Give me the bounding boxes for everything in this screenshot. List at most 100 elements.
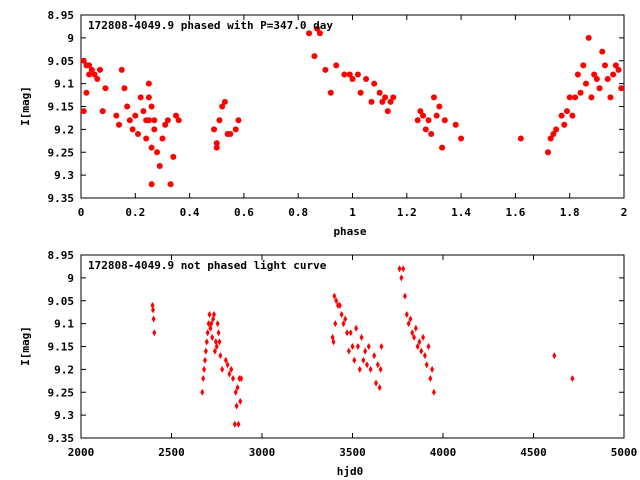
x-tick-label: 2000: [68, 446, 95, 459]
data-point: [419, 347, 424, 355]
y-tick-label: 9.3: [54, 169, 74, 182]
data-point: [327, 89, 334, 96]
data-point: [343, 315, 348, 323]
data-point: [232, 420, 237, 428]
data-point: [348, 329, 353, 337]
data-point: [137, 94, 144, 101]
data-point: [238, 397, 243, 405]
data-point: [148, 144, 155, 151]
data-point: [121, 85, 128, 92]
data-point: [132, 112, 139, 119]
data-point: [402, 292, 407, 300]
data-point: [563, 108, 570, 115]
data-point: [379, 343, 384, 350]
data-point: [145, 117, 152, 124]
y-tick-label: 9.05: [48, 295, 75, 308]
data-point: [221, 98, 228, 105]
data-point: [377, 384, 382, 392]
data-point: [99, 108, 106, 115]
x-tick-label: 3500: [339, 446, 366, 459]
data-point: [355, 343, 360, 350]
data-point: [345, 329, 350, 337]
phased-panel: 8.95 9 9.05 9.1 9.15 9.2 9.25 9.3 9.35 0 0.2 0.4 0.…: [19, 9, 627, 238]
data-point: [585, 34, 592, 41]
data-point: [593, 76, 600, 83]
x-tick-label: 2: [621, 206, 628, 219]
data-point: [376, 89, 383, 96]
data-point: [145, 94, 152, 101]
data-point: [599, 48, 606, 55]
data-point: [207, 310, 212, 318]
data-point: [596, 85, 603, 92]
data-point: [232, 126, 239, 133]
data-point: [421, 333, 426, 341]
data-point: [239, 375, 244, 383]
data-point: [91, 71, 98, 78]
data-point: [384, 108, 391, 115]
y-tick-label: 9.2: [54, 123, 74, 136]
data-point: [368, 365, 373, 373]
data-point: [209, 320, 214, 328]
data-point: [156, 162, 163, 169]
data-point: [214, 343, 219, 350]
data-point: [591, 71, 598, 78]
data-point: [412, 333, 417, 341]
y-tick-label: 9.35: [48, 192, 75, 205]
data-point: [375, 361, 380, 369]
data-point: [569, 112, 576, 119]
data-point: [561, 121, 568, 128]
data-point: [311, 53, 318, 60]
data-point: [425, 117, 432, 124]
unphased-x-ticks: 2000 2500 3000 3500 4000 4500 5000: [68, 255, 638, 459]
data-point: [544, 149, 551, 156]
data-point: [306, 30, 313, 37]
data-point: [368, 98, 375, 105]
data-point: [201, 375, 206, 383]
data-point: [452, 121, 459, 128]
y-tick-label: 9.25: [48, 146, 75, 159]
data-point: [618, 85, 625, 92]
data-point: [231, 375, 236, 383]
data-point: [314, 25, 321, 32]
data-point: [390, 94, 397, 101]
data-point: [200, 388, 205, 396]
data-point: [331, 338, 336, 346]
data-point: [175, 117, 182, 124]
x-tick-label: 5000: [611, 446, 638, 459]
data-point: [363, 76, 370, 83]
data-point: [202, 365, 207, 373]
data-point: [170, 153, 177, 160]
y-tick-label: 9: [67, 32, 74, 45]
data-point: [220, 365, 225, 373]
data-point: [420, 112, 427, 119]
x-tick-label: 0.8: [288, 206, 308, 219]
data-point: [415, 343, 420, 350]
data-point: [354, 324, 359, 332]
data-point: [234, 402, 239, 410]
data-point: [382, 94, 389, 101]
data-point: [150, 301, 155, 309]
x-tick-label: 1.4: [451, 206, 471, 219]
x-tick-label: 1: [349, 206, 356, 219]
data-point: [223, 356, 228, 364]
x-tick-label: 0.4: [180, 206, 200, 219]
data-point: [83, 89, 90, 96]
data-point: [164, 117, 171, 124]
phased-x-axis-label: phase: [333, 225, 366, 238]
data-point: [215, 320, 220, 328]
data-point: [151, 126, 158, 133]
data-point: [337, 301, 342, 309]
data-point: [205, 329, 210, 337]
data-point: [159, 135, 166, 142]
phased-chart-title: 172808-4049.9 phased with P=347.0 day: [88, 19, 333, 32]
data-point: [361, 356, 366, 364]
data-point: [116, 121, 123, 128]
y-tick-label: 9.05: [48, 55, 75, 68]
data-point: [430, 94, 437, 101]
x-tick-label: 0.2: [125, 206, 145, 219]
data-point: [574, 71, 581, 78]
data-point: [430, 365, 435, 373]
unphased-points: [150, 265, 575, 428]
data-point: [607, 94, 614, 101]
phased-y-ticks: 8.95 9 9.05 9.1 9.15 9.2 9.25 9.3 9.35: [48, 9, 624, 205]
